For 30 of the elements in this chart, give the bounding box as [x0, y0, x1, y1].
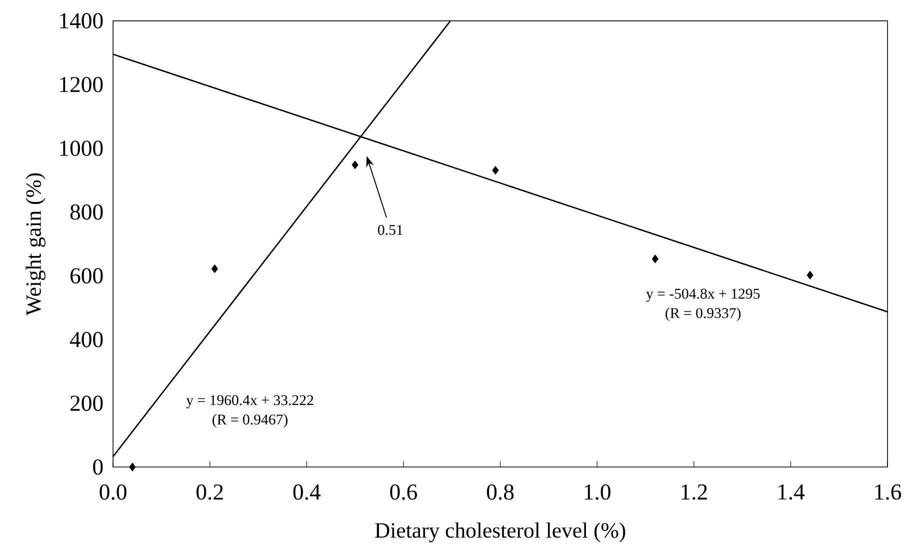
annotation: y = -504.8x + 1295 — [646, 288, 760, 302]
x-axis-title: Dietary cholesterol level (%) — [375, 522, 626, 542]
x-tick-label: 0.6 — [390, 484, 418, 500]
y-tick-label: 1200 — [60, 76, 103, 92]
x-tick-label: 0.0 — [100, 484, 126, 500]
y-tick-label: 800 — [70, 204, 103, 220]
annotation: 0.51 — [378, 224, 402, 235]
y-tick-label: 400 — [70, 332, 103, 348]
x-tick-label: 0.2 — [196, 484, 223, 500]
point — [129, 462, 136, 472]
annotation: y = 1960.4x + 33.222 — [186, 395, 314, 408]
y-tick-label: 600 — [70, 268, 103, 284]
y-tick-label: 200 — [70, 395, 103, 411]
annotation: (R = 0.9337) — [666, 308, 741, 321]
y-axis-title: Weight gain (%) — [26, 173, 46, 316]
x-tick-label: 1.6 — [875, 484, 902, 500]
y-tick-label: 1400 — [60, 12, 103, 28]
point — [806, 270, 814, 280]
point — [492, 166, 499, 175]
x-tick-label: 1.4 — [778, 484, 805, 500]
x-tick-label: 1.0 — [584, 484, 610, 500]
point — [352, 160, 358, 170]
x-tick-label: 1.2 — [682, 484, 707, 500]
annotation: (R = 0.9467) — [212, 414, 288, 428]
y-tick-label: 0 — [93, 459, 103, 475]
y-tick-label: 1000 — [60, 140, 103, 156]
x-tick-label: 0.4 — [293, 484, 321, 500]
point — [652, 254, 658, 264]
point — [211, 264, 218, 273]
x-tick-label: 0.8 — [486, 484, 514, 500]
